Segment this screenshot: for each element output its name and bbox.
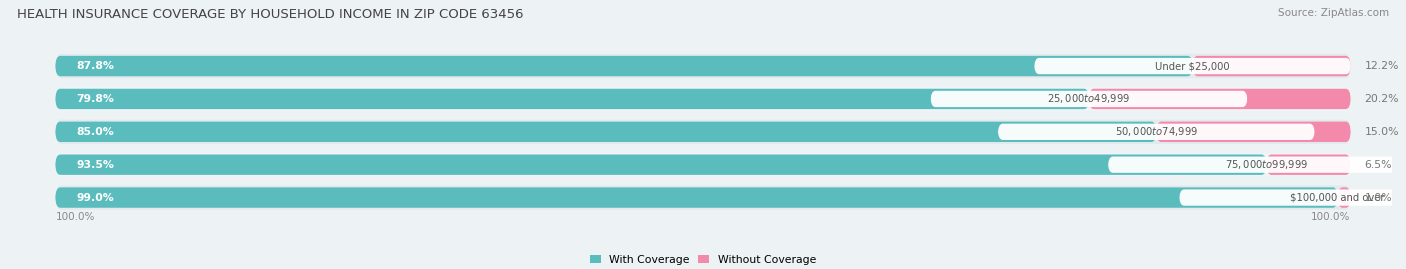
FancyBboxPatch shape [1035,58,1351,74]
Text: 6.5%: 6.5% [1364,160,1392,170]
Text: $50,000 to $74,999: $50,000 to $74,999 [1115,125,1198,138]
FancyBboxPatch shape [1180,189,1406,206]
Text: 100.0%: 100.0% [55,212,94,222]
Text: 20.2%: 20.2% [1364,94,1399,104]
FancyBboxPatch shape [55,153,1351,177]
Text: Under $25,000: Under $25,000 [1156,61,1230,71]
Text: $75,000 to $99,999: $75,000 to $99,999 [1225,158,1308,171]
FancyBboxPatch shape [55,87,1351,111]
Text: 79.8%: 79.8% [76,94,114,104]
FancyBboxPatch shape [1337,187,1351,208]
FancyBboxPatch shape [55,122,1156,142]
FancyBboxPatch shape [55,187,1337,208]
FancyBboxPatch shape [55,185,1351,210]
Text: HEALTH INSURANCE COVERAGE BY HOUSEHOLD INCOME IN ZIP CODE 63456: HEALTH INSURANCE COVERAGE BY HOUSEHOLD I… [17,8,523,21]
Text: $100,000 and over: $100,000 and over [1291,193,1385,203]
Text: $25,000 to $49,999: $25,000 to $49,999 [1047,93,1130,105]
FancyBboxPatch shape [55,89,1090,109]
FancyBboxPatch shape [55,154,1267,175]
FancyBboxPatch shape [998,124,1315,140]
Text: 85.0%: 85.0% [76,127,114,137]
Text: 100.0%: 100.0% [1312,212,1351,222]
FancyBboxPatch shape [1267,154,1351,175]
FancyBboxPatch shape [1156,122,1351,142]
Text: Source: ZipAtlas.com: Source: ZipAtlas.com [1278,8,1389,18]
FancyBboxPatch shape [1192,56,1351,76]
Text: 15.0%: 15.0% [1364,127,1399,137]
Legend: With Coverage, Without Coverage: With Coverage, Without Coverage [589,255,817,265]
FancyBboxPatch shape [55,54,1351,78]
FancyBboxPatch shape [1108,157,1406,173]
FancyBboxPatch shape [931,91,1247,107]
Text: 12.2%: 12.2% [1364,61,1399,71]
FancyBboxPatch shape [55,56,1192,76]
Text: 1.0%: 1.0% [1364,193,1392,203]
Text: 93.5%: 93.5% [76,160,114,170]
FancyBboxPatch shape [1090,89,1351,109]
FancyBboxPatch shape [55,120,1351,144]
Text: 87.8%: 87.8% [76,61,114,71]
Text: 99.0%: 99.0% [76,193,114,203]
